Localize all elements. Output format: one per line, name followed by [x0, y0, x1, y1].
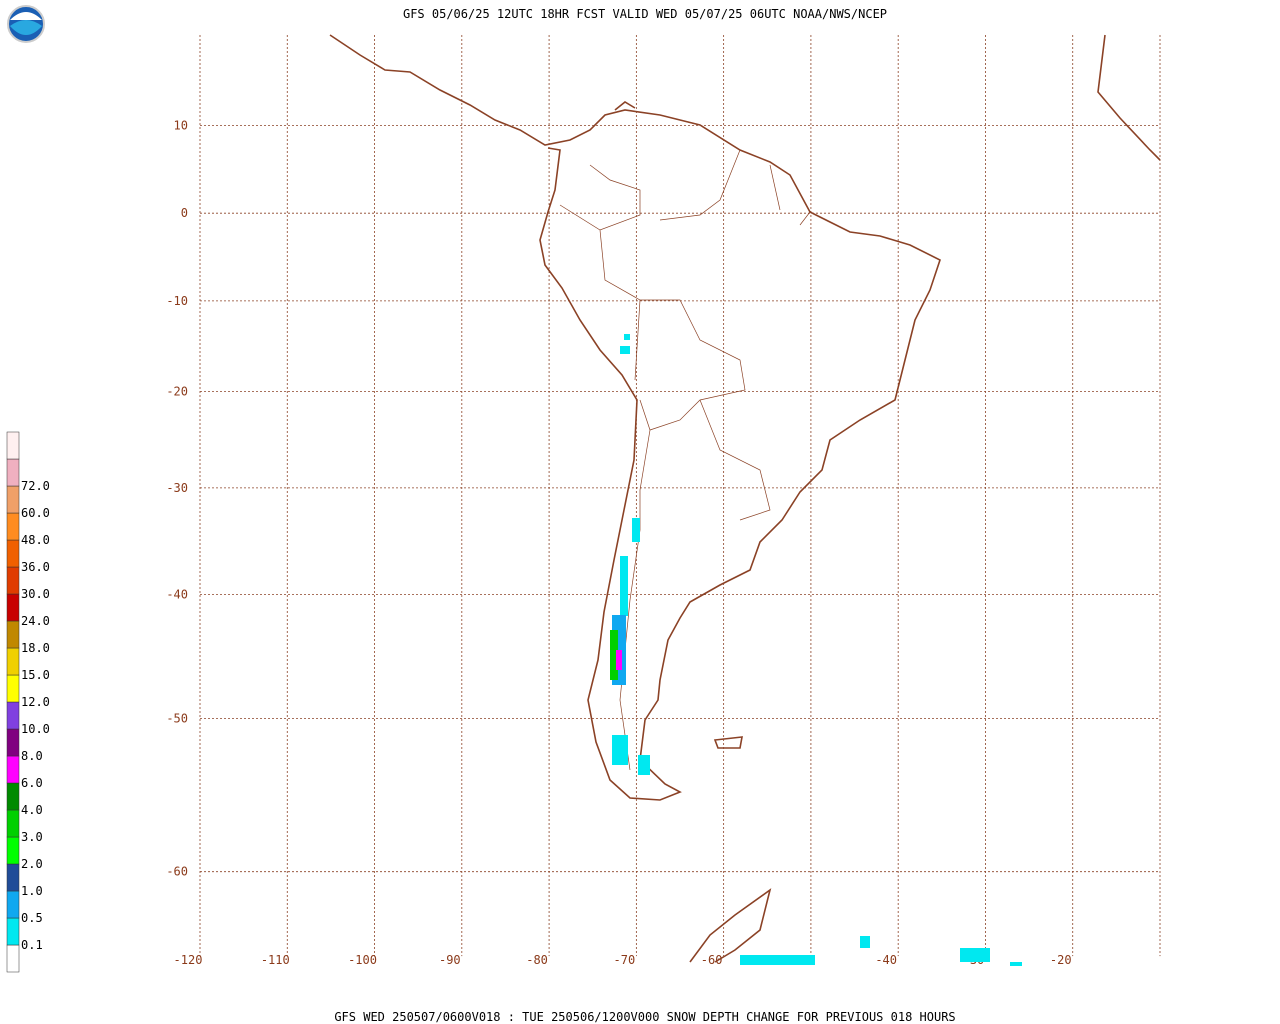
legend-swatch [6, 836, 20, 865]
legend-swatch [6, 755, 20, 784]
legend-swatch [6, 566, 20, 595]
legend-swatch [6, 674, 20, 703]
legend-swatch [6, 728, 20, 757]
legend-label: 4.0 [21, 803, 43, 817]
legend-swatch [6, 431, 20, 460]
lon-label: -40 [875, 953, 897, 967]
legend-label: 15.0 [21, 668, 50, 682]
legend-swatch [6, 944, 20, 973]
legend-swatch [6, 809, 20, 838]
lon-label: -80 [526, 953, 548, 967]
legend-label: 60.0 [21, 506, 50, 520]
lon-label: -120 [174, 953, 203, 967]
legend-swatch [6, 863, 20, 892]
legend-swatch [6, 782, 20, 811]
legend-label: 1.0 [21, 884, 43, 898]
legend-swatch [6, 458, 20, 487]
legend-label: 6.0 [21, 776, 43, 790]
lat-label: -30 [166, 481, 188, 495]
lon-label: -20 [1050, 953, 1072, 967]
legend-label: 3.0 [21, 830, 43, 844]
legend-swatch [6, 593, 20, 622]
legend-swatch [6, 917, 20, 946]
lat-label: -60 [166, 865, 188, 879]
lat-label: 10 [174, 118, 188, 132]
legend-label: 12.0 [21, 695, 50, 709]
lon-label: -100 [348, 953, 377, 967]
legend-label: 10.0 [21, 722, 50, 736]
snow-patches [610, 334, 1022, 966]
lat-label: -40 [166, 588, 188, 602]
legend-swatch [6, 890, 20, 919]
legend-label: 2.0 [21, 857, 43, 871]
legend-label: 18.0 [21, 641, 50, 655]
lon-label: -90 [439, 953, 461, 967]
legend-swatch [6, 620, 20, 649]
legend-label: 36.0 [21, 560, 50, 574]
lat-label: -50 [166, 712, 188, 726]
lat-label: -10 [166, 294, 188, 308]
noaa-logo [7, 5, 45, 43]
lon-label: -70 [614, 953, 636, 967]
legend-swatch [6, 701, 20, 730]
legend-label: 8.0 [21, 749, 43, 763]
lat-label: -20 [166, 384, 188, 398]
legend-swatch [6, 485, 20, 514]
graticule: 10 0 -10 -20 -30 -40 -50 -60 -120 -110 -100 -90 -80 -… [166, 35, 1161, 967]
lon-label: -110 [261, 953, 290, 967]
footer: GFS WED 250507/0600V018 : TUE 250506/120… [334, 1010, 955, 1024]
lon-label: -60 [701, 953, 723, 967]
legend-label: 30.0 [21, 587, 50, 601]
legend-swatch [6, 512, 20, 541]
legend-swatch [6, 539, 20, 568]
coastlines [329, 34, 1161, 963]
legend-label: 72.0 [21, 479, 50, 493]
legend-label: 48.0 [21, 533, 50, 547]
legend-label: 0.5 [21, 911, 43, 925]
title: GFS 05/06/25 12UTC 18HR FCST VALID WED 0… [403, 7, 887, 21]
legend: 0.1 0.5 1.0 2.0 3.0 4.0 6.0 8.0 10.0 12.0 15.0 18.0… [6, 431, 50, 973]
lat-label: 0 [181, 206, 188, 220]
legend-label: 24.0 [21, 614, 50, 628]
legend-label: 0.1 [21, 938, 43, 952]
legend-swatch [6, 647, 20, 676]
